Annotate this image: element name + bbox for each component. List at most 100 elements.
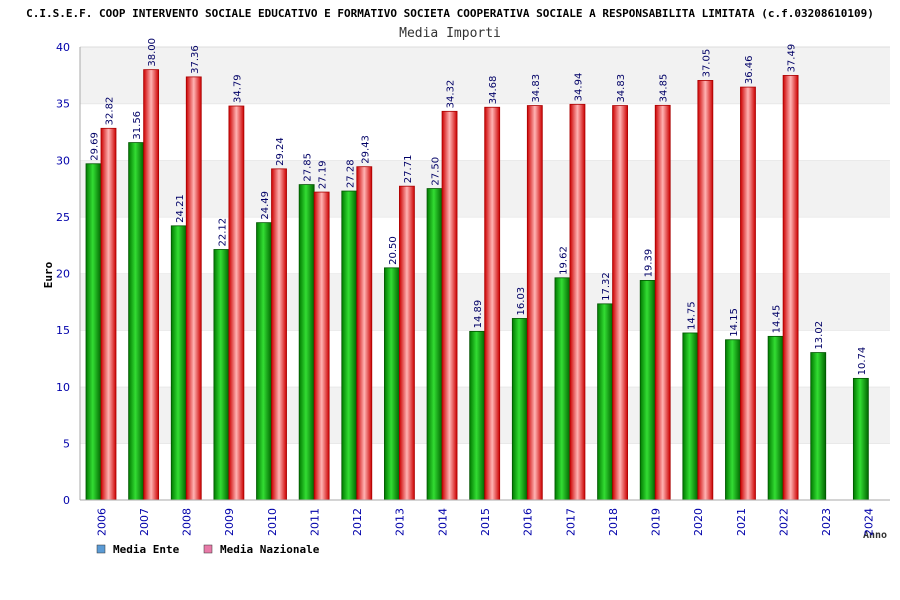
bar-media-nazionale xyxy=(399,185,415,501)
x-tick-label: 2011 xyxy=(308,508,321,536)
data-label: 14.15 xyxy=(729,308,740,337)
data-label: 17.32 xyxy=(601,272,612,301)
x-tick-label: 2017 xyxy=(564,508,577,536)
chart-title: C.I.S.E.F. COOP INTERVENTO SOCIALE EDUCA… xyxy=(26,7,874,20)
legend-label-media-nazionale: Media Nazionale xyxy=(220,543,320,556)
bar-media-nazionale xyxy=(356,166,373,501)
data-label: 34.68 xyxy=(488,76,499,105)
bar-media-ente xyxy=(639,280,656,501)
bar-media-nazionale xyxy=(654,104,671,501)
bar-media-ente xyxy=(426,188,443,501)
data-label: 27.19 xyxy=(318,160,329,189)
x-tick-label: 2014 xyxy=(436,508,449,536)
y-tick-label: 20 xyxy=(56,268,70,281)
data-label: 16.03 xyxy=(516,287,527,316)
x-tick-label: 2024 xyxy=(863,508,876,536)
data-label: 27.71 xyxy=(403,155,414,184)
bar-media-ente xyxy=(469,330,486,501)
x-tick-label: 2012 xyxy=(351,508,364,536)
x-tick-label: 2010 xyxy=(266,508,279,536)
y-tick-label: 0 xyxy=(63,494,70,507)
bar-media-ente xyxy=(256,222,272,501)
bar-media-nazionale xyxy=(185,76,202,501)
data-label: 37.49 xyxy=(787,44,798,73)
data-label: 34.32 xyxy=(446,80,457,109)
bar-media-ente xyxy=(170,225,187,501)
data-label: 34.83 xyxy=(531,74,542,103)
x-tick-label: 2018 xyxy=(607,508,620,536)
bar-media-nazionale xyxy=(271,168,287,501)
data-label: 14.75 xyxy=(686,301,697,330)
y-tick-label: 10 xyxy=(56,381,70,394)
data-label: 29.24 xyxy=(275,137,286,166)
x-tick-label: 2007 xyxy=(138,508,151,536)
bar-media-ente xyxy=(128,142,145,501)
chart-subtitle: Media Importi xyxy=(399,26,501,41)
data-label: 36.46 xyxy=(744,55,755,84)
legend: Media Ente Media Nazionale xyxy=(96,543,320,556)
bar-media-nazionale xyxy=(100,127,117,501)
data-label: 37.36 xyxy=(190,45,201,74)
axes xyxy=(79,47,890,501)
data-label: 27.85 xyxy=(303,153,314,182)
y-tick-label: 40 xyxy=(56,41,70,54)
bar-media-ente xyxy=(298,184,315,501)
data-label: 34.79 xyxy=(232,74,243,103)
data-label: 22.12 xyxy=(217,218,228,247)
x-tick-label: 2013 xyxy=(394,508,407,536)
bar-media-nazionale xyxy=(740,86,756,501)
bar-media-nazionale xyxy=(782,75,799,501)
data-label: 19.39 xyxy=(644,249,655,278)
x-tick-label: 2019 xyxy=(650,508,663,536)
data-label: 24.49 xyxy=(260,191,271,220)
bars xyxy=(85,69,869,501)
bar-media-nazionale xyxy=(569,103,586,501)
x-axis-label: Anno xyxy=(863,530,887,541)
bar-media-ente xyxy=(511,318,528,501)
bar-media-ente xyxy=(852,377,869,501)
x-tick-label: 2016 xyxy=(522,508,535,536)
bar-media-nazionale xyxy=(441,110,458,501)
x-tick-label: 2015 xyxy=(479,508,492,536)
legend-label-media-ente: Media Ente xyxy=(113,543,180,556)
data-label: 34.85 xyxy=(659,74,670,103)
bar-media-nazionale xyxy=(484,106,501,501)
data-label: 10.74 xyxy=(857,347,868,376)
bar-media-nazionale xyxy=(612,105,628,501)
data-labels: 29.69 32.82 31.56 38.00 24.21 37.36 22.12 34.79… xyxy=(90,38,868,375)
legend-swatch-media-ente xyxy=(96,544,106,554)
y-tick-label: 30 xyxy=(56,154,70,167)
data-label: 34.83 xyxy=(616,74,627,103)
bar-media-nazionale xyxy=(228,105,245,501)
data-label: 19.62 xyxy=(558,246,569,275)
data-label: 31.56 xyxy=(132,111,143,140)
x-tick-label: 2009 xyxy=(223,508,236,536)
y-tick-label: 5 xyxy=(63,437,70,450)
y-tick-label: 25 xyxy=(56,211,70,224)
tick-labels: 0 5 10 15 20 25 30 35 40 2006 2007 2008 2009 2010 2011… xyxy=(56,41,876,536)
x-tick-label: 2023 xyxy=(820,508,833,536)
bar-media-nazionale xyxy=(313,191,330,501)
bar-media-ente xyxy=(384,267,400,501)
x-tick-label: 2008 xyxy=(181,508,194,536)
x-tick-label: 2006 xyxy=(95,508,108,536)
data-label: 14.89 xyxy=(473,300,484,329)
data-label: 34.94 xyxy=(573,73,584,102)
data-label: 38.00 xyxy=(147,38,158,67)
data-label: 29.43 xyxy=(360,135,371,164)
legend-swatch-media-nazionale xyxy=(203,544,213,554)
bar-media-ente xyxy=(554,277,571,501)
data-label: 13.02 xyxy=(814,321,825,350)
bar-media-nazionale xyxy=(143,69,160,501)
bar-media-ente xyxy=(213,249,230,501)
data-label: 29.69 xyxy=(90,132,101,161)
bar-media-ente xyxy=(85,163,102,501)
data-label: 37.05 xyxy=(701,49,712,78)
y-axis-label: Euro xyxy=(42,261,55,288)
data-label: 27.50 xyxy=(431,157,442,186)
bar-media-ente xyxy=(597,303,613,501)
bar-media-ente xyxy=(767,335,784,501)
data-label: 27.28 xyxy=(345,159,356,188)
x-tick-label: 2020 xyxy=(692,508,705,536)
